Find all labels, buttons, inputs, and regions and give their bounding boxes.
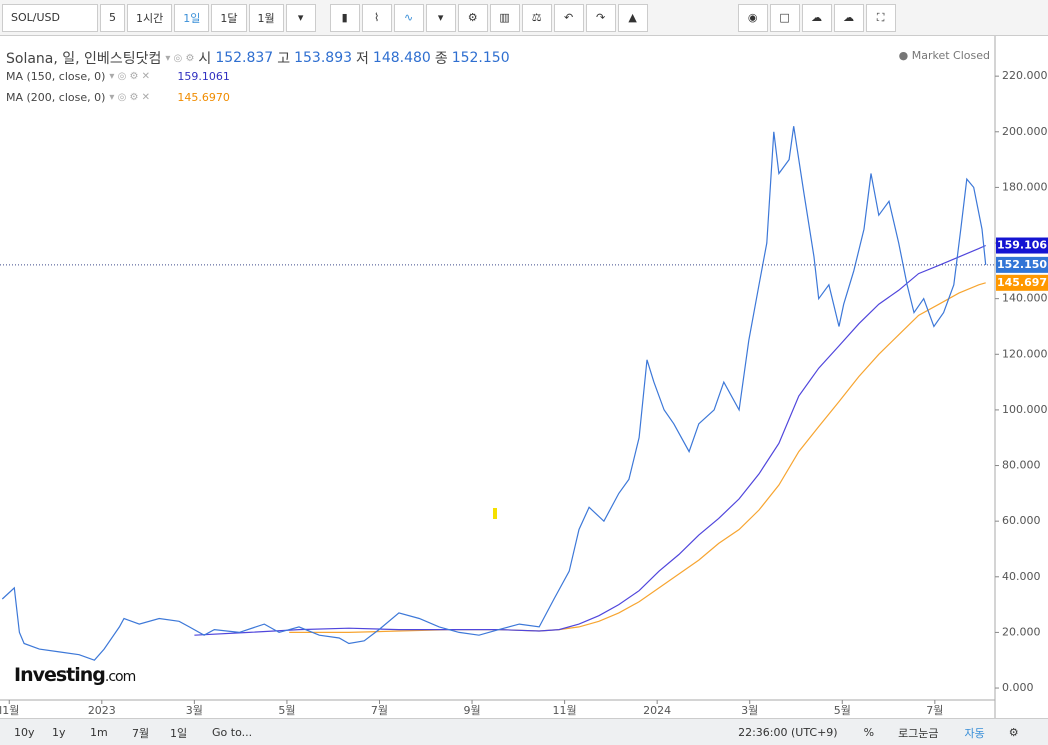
icons: ▾ ◎ ⚙ ✕ — [109, 71, 151, 82]
y-tick-label: 100.000 — [1002, 403, 1048, 416]
series-line — [194, 244, 986, 636]
ohlc-value: 153.893 — [294, 50, 353, 66]
ohlc-label: 종 — [434, 51, 448, 67]
series-title: Solana, 일, 인베스팅닷컴 — [6, 51, 162, 67]
y-tick-label: 140.000 — [1002, 292, 1048, 305]
area-button[interactable]: ⌇ — [361, 3, 392, 32]
price-tag — [996, 256, 1048, 273]
x-tick-label: 3월 — [186, 704, 203, 717]
interval[interactable]: 1달 — [211, 3, 247, 32]
series-name: MA (150, close, 0) — [6, 70, 106, 83]
compare-button[interactable]: ⚖ — [521, 3, 552, 32]
upload-button[interactable]: ☁ — [833, 3, 864, 32]
icons: ▾ ◎ ⚙ — [165, 52, 195, 64]
alert-button[interactable]: ▲ — [617, 3, 648, 32]
download-button[interactable]: ☁ — [801, 3, 832, 32]
settings-button[interactable]: ⚙ — [457, 3, 488, 32]
x-tick-label: 7월 — [926, 704, 943, 717]
time: 22:36:00 (UTC+9) — [738, 726, 838, 739]
auto-button[interactable]: 자동 — [964, 726, 985, 740]
legend-ma: MA (200, close, 0) ▾ ◎ ⚙ ✕ 145.6970 — [6, 91, 230, 104]
y-tick-label: 80.000 — [1002, 459, 1041, 472]
price-tag-label: 159.106 — [997, 239, 1047, 252]
y-tick-label: 180.000 — [1002, 180, 1048, 193]
ohlc-value: 152.837 — [215, 50, 274, 66]
bottom-bar: 10y 1y 1m 7월 1일 Go to... 22:36:00 (UTC+9… — [0, 718, 1048, 745]
price-tag — [996, 274, 1048, 291]
interval[interactable]: 1월 — [248, 3, 284, 32]
ohlc-label: 저 — [356, 51, 369, 67]
percent-button[interactable]: % — [863, 726, 875, 739]
x-tick-label: l1월 — [0, 704, 19, 717]
price-tag — [996, 237, 1048, 254]
y-tick-label: 120.000 — [1002, 347, 1048, 360]
status-text: Market Closed — [911, 49, 990, 62]
range-button[interactable]: 1y — [52, 726, 66, 739]
price-tag-label: 152.150 — [997, 258, 1047, 271]
interval[interactable]: 1시간 — [127, 3, 173, 32]
dropdown[interactable]: ▾ — [425, 3, 456, 32]
interval[interactable]: 1일 — [174, 3, 210, 32]
x-tick-label: 2024 — [643, 704, 671, 717]
x-tick-label: 2023 — [88, 704, 116, 717]
range-button[interactable]: 1m — [90, 726, 108, 739]
redo-button[interactable]: ↷ — [585, 3, 616, 32]
candle-button[interactable]: ▮ — [329, 3, 360, 32]
y-tick-label: 200.000 — [1002, 125, 1048, 138]
range-button[interactable]: 1일 — [170, 726, 188, 740]
ohlc-value: 148.480 — [372, 50, 431, 66]
logo-suffix: .com — [104, 669, 136, 685]
x-tick-label: 3월 — [741, 704, 758, 717]
color-button[interactable]: □ — [769, 3, 800, 32]
fullscreen-button[interactable]: ⛶ — [865, 3, 896, 32]
y-tick-label: 20.000 — [1002, 625, 1041, 638]
snapshot-button[interactable]: ◉ — [737, 3, 768, 32]
indicators-button[interactable]: ▥ — [489, 3, 520, 32]
x-tick-label: 5월 — [278, 704, 295, 717]
range-button[interactable]: 10y — [14, 726, 35, 739]
legend-ma: MA (150, close, 0) ▾ ◎ ⚙ ✕ 159.1061 — [6, 70, 230, 83]
ohlc-label: 시 — [198, 51, 212, 67]
logo-name: Investing — [14, 664, 106, 686]
y-tick-label: 40.000 — [1002, 570, 1041, 583]
series-line — [289, 282, 986, 633]
symbol-input[interactable]: SOL/USD — [2, 3, 98, 32]
dropdown[interactable]: ▾ — [285, 3, 316, 32]
settings-button[interactable]: ⚙ — [1008, 726, 1019, 739]
goto-button[interactable]: Go to... — [212, 726, 253, 739]
icons: ▾ ◎ ⚙ ✕ — [109, 92, 151, 103]
y-tick-label: 0.000 — [1002, 681, 1034, 694]
marker — [493, 508, 497, 519]
x-tick-label: 11월 — [553, 704, 577, 717]
range-button[interactable]: 7월 — [132, 726, 150, 740]
x-tick-label: 7월 — [371, 704, 388, 717]
market-status: ● Market Closed — [898, 49, 990, 62]
series-name: MA (200, close, 0) — [6, 91, 106, 104]
legend-main: Solana, 일, 인베스팅닷컴 ▾ ◎ ⚙ 시 152.837 고 153.89… — [6, 48, 510, 68]
ohlc-value: 152.150 — [451, 50, 510, 66]
interval[interactable]: 5 — [100, 3, 125, 32]
logo: Investing.com — [14, 664, 136, 686]
line-button[interactable]: ∿ — [393, 3, 424, 32]
price-tag-label: 145.697 — [997, 276, 1047, 289]
toolbar: SOL/USD 5 1시간 1일 1달 1월 ▾ ▮ ⌇ ∿ ▾ ⚙ ▥ ⚖ ↶… — [0, 0, 1048, 36]
y-tick-label: 220.000 — [1002, 69, 1048, 82]
undo-button[interactable]: ↶ — [553, 3, 584, 32]
series-value: 145.6970 — [177, 91, 230, 104]
log-button[interactable]: 로그눈금 — [898, 726, 939, 740]
series-line — [1, 126, 987, 661]
x-tick-label: 9월 — [463, 704, 480, 717]
series-value: 159.1061 — [177, 70, 230, 83]
ohlc-label: 고 — [277, 51, 291, 67]
y-tick-label: 60.000 — [1002, 514, 1041, 527]
x-tick-label: 5월 — [834, 704, 851, 717]
